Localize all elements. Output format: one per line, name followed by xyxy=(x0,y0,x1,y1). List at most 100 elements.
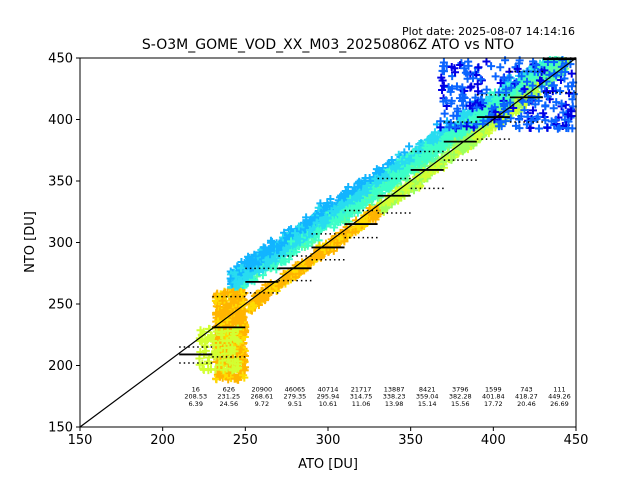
y-tick-label: 400 xyxy=(48,113,73,128)
scatter-point xyxy=(415,140,424,149)
scatter-point xyxy=(449,111,458,120)
scatter-point xyxy=(361,176,370,185)
scatter-point xyxy=(229,316,238,325)
scatter-point xyxy=(453,104,462,113)
scatter-point xyxy=(474,63,483,72)
scatter-point xyxy=(438,157,447,166)
scatter-point xyxy=(482,57,491,66)
scatter-point xyxy=(379,181,388,190)
scatter-point xyxy=(459,101,468,110)
scatter-point xyxy=(218,327,227,336)
scatter-point xyxy=(352,193,361,202)
y-tick-label: 450 xyxy=(48,52,73,67)
scatter-point xyxy=(400,148,409,157)
bin-stat-label: 15.14 xyxy=(418,400,437,408)
scatter-point xyxy=(195,354,204,363)
scatter-point xyxy=(496,78,505,87)
scatter-point xyxy=(513,64,522,73)
scatter-point xyxy=(438,86,447,95)
x-tick-label: 200 xyxy=(150,433,175,448)
scatter-point xyxy=(463,70,472,79)
scatter-point xyxy=(547,117,556,126)
scatter-point xyxy=(438,138,447,147)
scatter-point xyxy=(314,227,323,236)
scatter-point xyxy=(351,227,360,236)
scatter-point xyxy=(555,123,564,132)
scatter-point xyxy=(567,112,576,121)
bin-stat-label: 268.61 xyxy=(250,393,273,401)
scatter-point xyxy=(460,64,469,73)
scatter-point xyxy=(390,172,399,181)
bin-stat-label: 231.25 xyxy=(217,393,240,401)
scatter-point xyxy=(226,274,235,283)
scatter-point xyxy=(474,87,483,96)
scatter-point xyxy=(355,221,364,230)
scatter-point xyxy=(340,237,349,246)
scatter-point xyxy=(237,314,246,323)
scatter-point xyxy=(321,219,330,228)
scatter-point xyxy=(459,113,468,122)
scatter-point xyxy=(458,83,467,92)
bin-stat-label: 208.53 xyxy=(184,393,207,401)
scatter-point xyxy=(206,331,215,340)
x-tick-label: 400 xyxy=(481,433,506,448)
bin-stat-label: 13.98 xyxy=(385,400,404,408)
scatter-point xyxy=(203,357,212,366)
scatter-point xyxy=(418,151,427,160)
scatter-point xyxy=(534,124,543,133)
scatter-point xyxy=(333,238,342,247)
scatter-point xyxy=(517,72,526,81)
scatter-point xyxy=(362,181,371,190)
scatter-point xyxy=(234,337,243,346)
scatter-point xyxy=(260,247,269,256)
scatter-point xyxy=(439,81,448,90)
scatter-point xyxy=(241,328,250,337)
scatter-point xyxy=(540,66,549,75)
bin-stat-label: 26.69 xyxy=(550,400,569,408)
scatter-point xyxy=(282,244,291,253)
y-tick-label: 200 xyxy=(48,359,73,374)
scatter-point xyxy=(229,298,238,307)
scatter-point xyxy=(472,103,481,112)
bin-stat-label: 20.46 xyxy=(517,400,536,408)
bin-stat-label: 11.06 xyxy=(352,400,371,408)
scatter-point xyxy=(485,92,494,101)
scatter-point xyxy=(236,264,245,273)
scatter-point xyxy=(295,269,304,278)
scatter-point xyxy=(523,77,532,86)
scatter-point xyxy=(528,106,537,115)
scatter-point xyxy=(436,123,445,132)
scatter-point xyxy=(392,164,401,173)
scatter-point xyxy=(277,241,286,250)
scatter-point xyxy=(490,91,499,100)
scatter-point xyxy=(457,131,466,140)
scatter-point xyxy=(383,180,392,189)
scatter-point xyxy=(212,349,221,358)
scatter-point xyxy=(440,109,449,118)
scatter-point xyxy=(336,210,345,219)
scatter-point xyxy=(375,175,384,184)
scatter-point xyxy=(460,145,469,154)
scatter-point xyxy=(542,87,551,96)
scatter-point xyxy=(568,102,577,111)
scatter-point xyxy=(327,207,336,216)
scatter-point xyxy=(255,296,264,305)
scatter-point xyxy=(282,233,291,242)
scatter-point xyxy=(230,347,239,356)
scatter-point xyxy=(305,226,314,235)
scatter-point xyxy=(552,98,561,107)
scatter-point xyxy=(381,204,390,213)
scatter-point xyxy=(500,100,509,109)
scatter-point xyxy=(529,116,538,125)
x-tick-label: 150 xyxy=(68,433,93,448)
scatter-point xyxy=(429,139,438,148)
scatter-point xyxy=(303,260,312,269)
scatter-point xyxy=(506,114,515,123)
scatter-point xyxy=(421,143,430,152)
scatter-point xyxy=(291,229,300,238)
scatter-point xyxy=(312,219,321,228)
scatter-point xyxy=(557,99,566,108)
scatter-point xyxy=(215,361,224,370)
scatter-point xyxy=(461,68,470,77)
